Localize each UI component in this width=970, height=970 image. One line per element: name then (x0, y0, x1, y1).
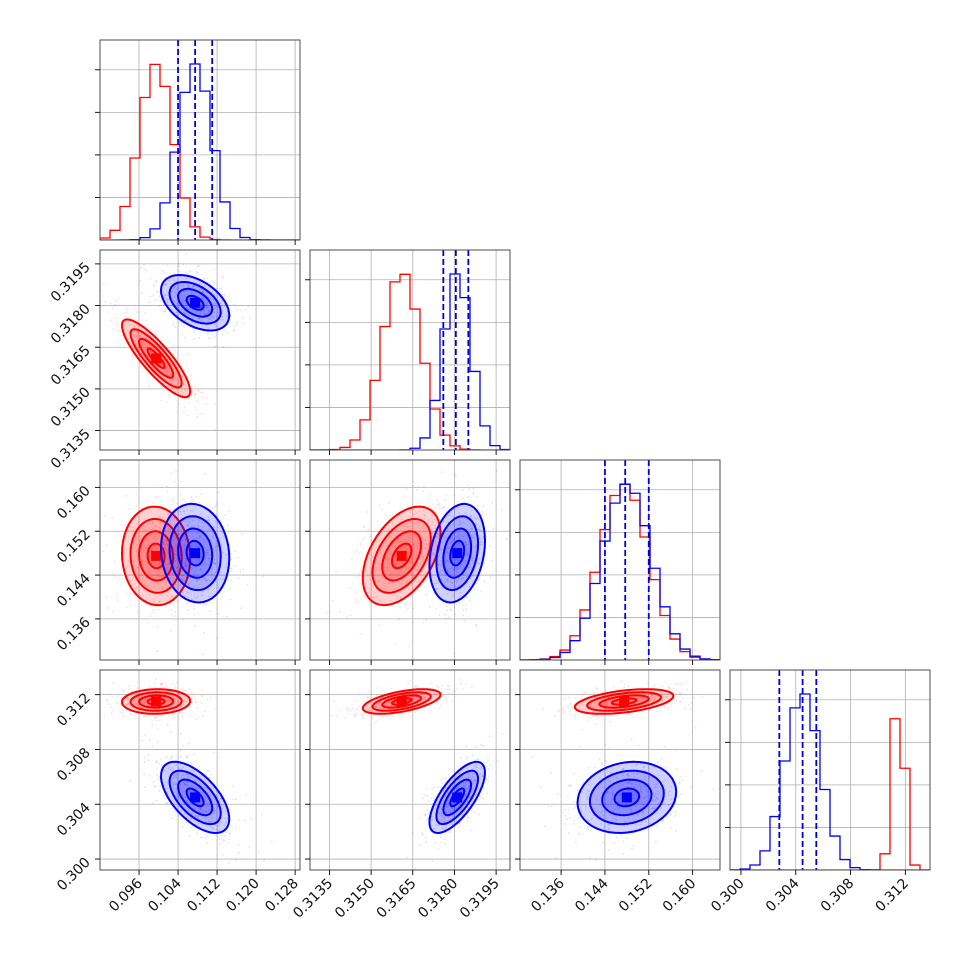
density-peak (621, 792, 632, 803)
x-tick-label: 0.300 (708, 876, 748, 916)
y-tick-label: 0.152 (54, 527, 94, 567)
density-peak (452, 548, 463, 559)
panel-frame (99, 39, 301, 241)
histogram-panel-0 (95, 39, 301, 245)
x-tick-label: 0.3195 (457, 876, 503, 922)
x-tick-label: 0.136 (528, 875, 568, 915)
panel-frame (309, 669, 511, 871)
x-tick-label: 0.120 (223, 876, 263, 916)
x-tick-label: 0.096 (106, 875, 146, 915)
density-peak (190, 297, 201, 308)
histogram-red (100, 63, 300, 240)
histogram-red (520, 483, 720, 660)
y-tick-label: 0.300 (54, 855, 94, 895)
density-peak (190, 792, 201, 803)
density-peak (151, 353, 162, 364)
y-tick-label: 0.304 (54, 800, 94, 840)
x-tick-label: 0.160 (660, 876, 700, 916)
y-tick-label: 0.308 (54, 745, 94, 785)
density-peak (396, 550, 407, 561)
scatter-panel-2-1 (305, 459, 511, 665)
scatter-panel-3-0: 0.300 0.304 0.308 0.312 0.096 0.104 0.112 0.120… (54, 669, 302, 916)
panel-frame (729, 669, 931, 871)
density-peak (151, 696, 162, 707)
x-tick-label: 0.104 (145, 875, 185, 915)
y-tick-label: 0.312 (54, 690, 94, 730)
x-tick-label: 0.304 (763, 875, 803, 915)
histogram-blue (100, 63, 300, 240)
histogram-panel-3: 0.300 0.304 0.308 0.312 (708, 669, 931, 916)
density-peak (151, 550, 162, 561)
panel-frame (309, 459, 511, 661)
panel-frame (99, 459, 301, 661)
x-tick-label: 0.144 (572, 875, 612, 915)
y-tick-label: 0.3195 (48, 259, 94, 305)
density-peak (452, 792, 463, 803)
panel-frame (99, 669, 301, 871)
y-tick-label: 0.136 (54, 614, 94, 654)
scatter-panel-3-2: 0.136 0.144 0.152 0.160 (515, 669, 721, 916)
panel-frame (519, 459, 721, 661)
histogram-panel-2 (515, 459, 721, 665)
x-tick-label: 0.3150 (332, 876, 378, 922)
histogram-blue (520, 483, 720, 660)
x-tick-label: 0.308 (818, 876, 858, 916)
x-tick-label: 0.312 (873, 876, 913, 916)
y-tick-label: 0.144 (54, 571, 94, 611)
density-peak (396, 696, 407, 707)
panel-frame (519, 669, 721, 871)
panel-frame (309, 249, 511, 451)
x-tick-label: 0.112 (184, 876, 224, 916)
panel-frame (99, 249, 301, 451)
y-tick-label: 0.3165 (48, 343, 94, 389)
histogram-blue (310, 273, 510, 450)
x-tick-label: 0.3180 (415, 876, 461, 922)
x-tick-label: 0.152 (616, 876, 656, 916)
y-tick-label: 0.3135 (48, 426, 94, 472)
histogram-panel-1 (305, 249, 511, 455)
y-tick-label: 0.3150 (48, 384, 94, 430)
density-peak (619, 696, 630, 707)
x-tick-label: 0.3165 (374, 876, 420, 922)
y-tick-label: 0.160 (54, 483, 94, 523)
histogram-red (730, 718, 930, 870)
y-tick-label: 0.3180 (48, 301, 94, 347)
density-peak (190, 548, 201, 559)
